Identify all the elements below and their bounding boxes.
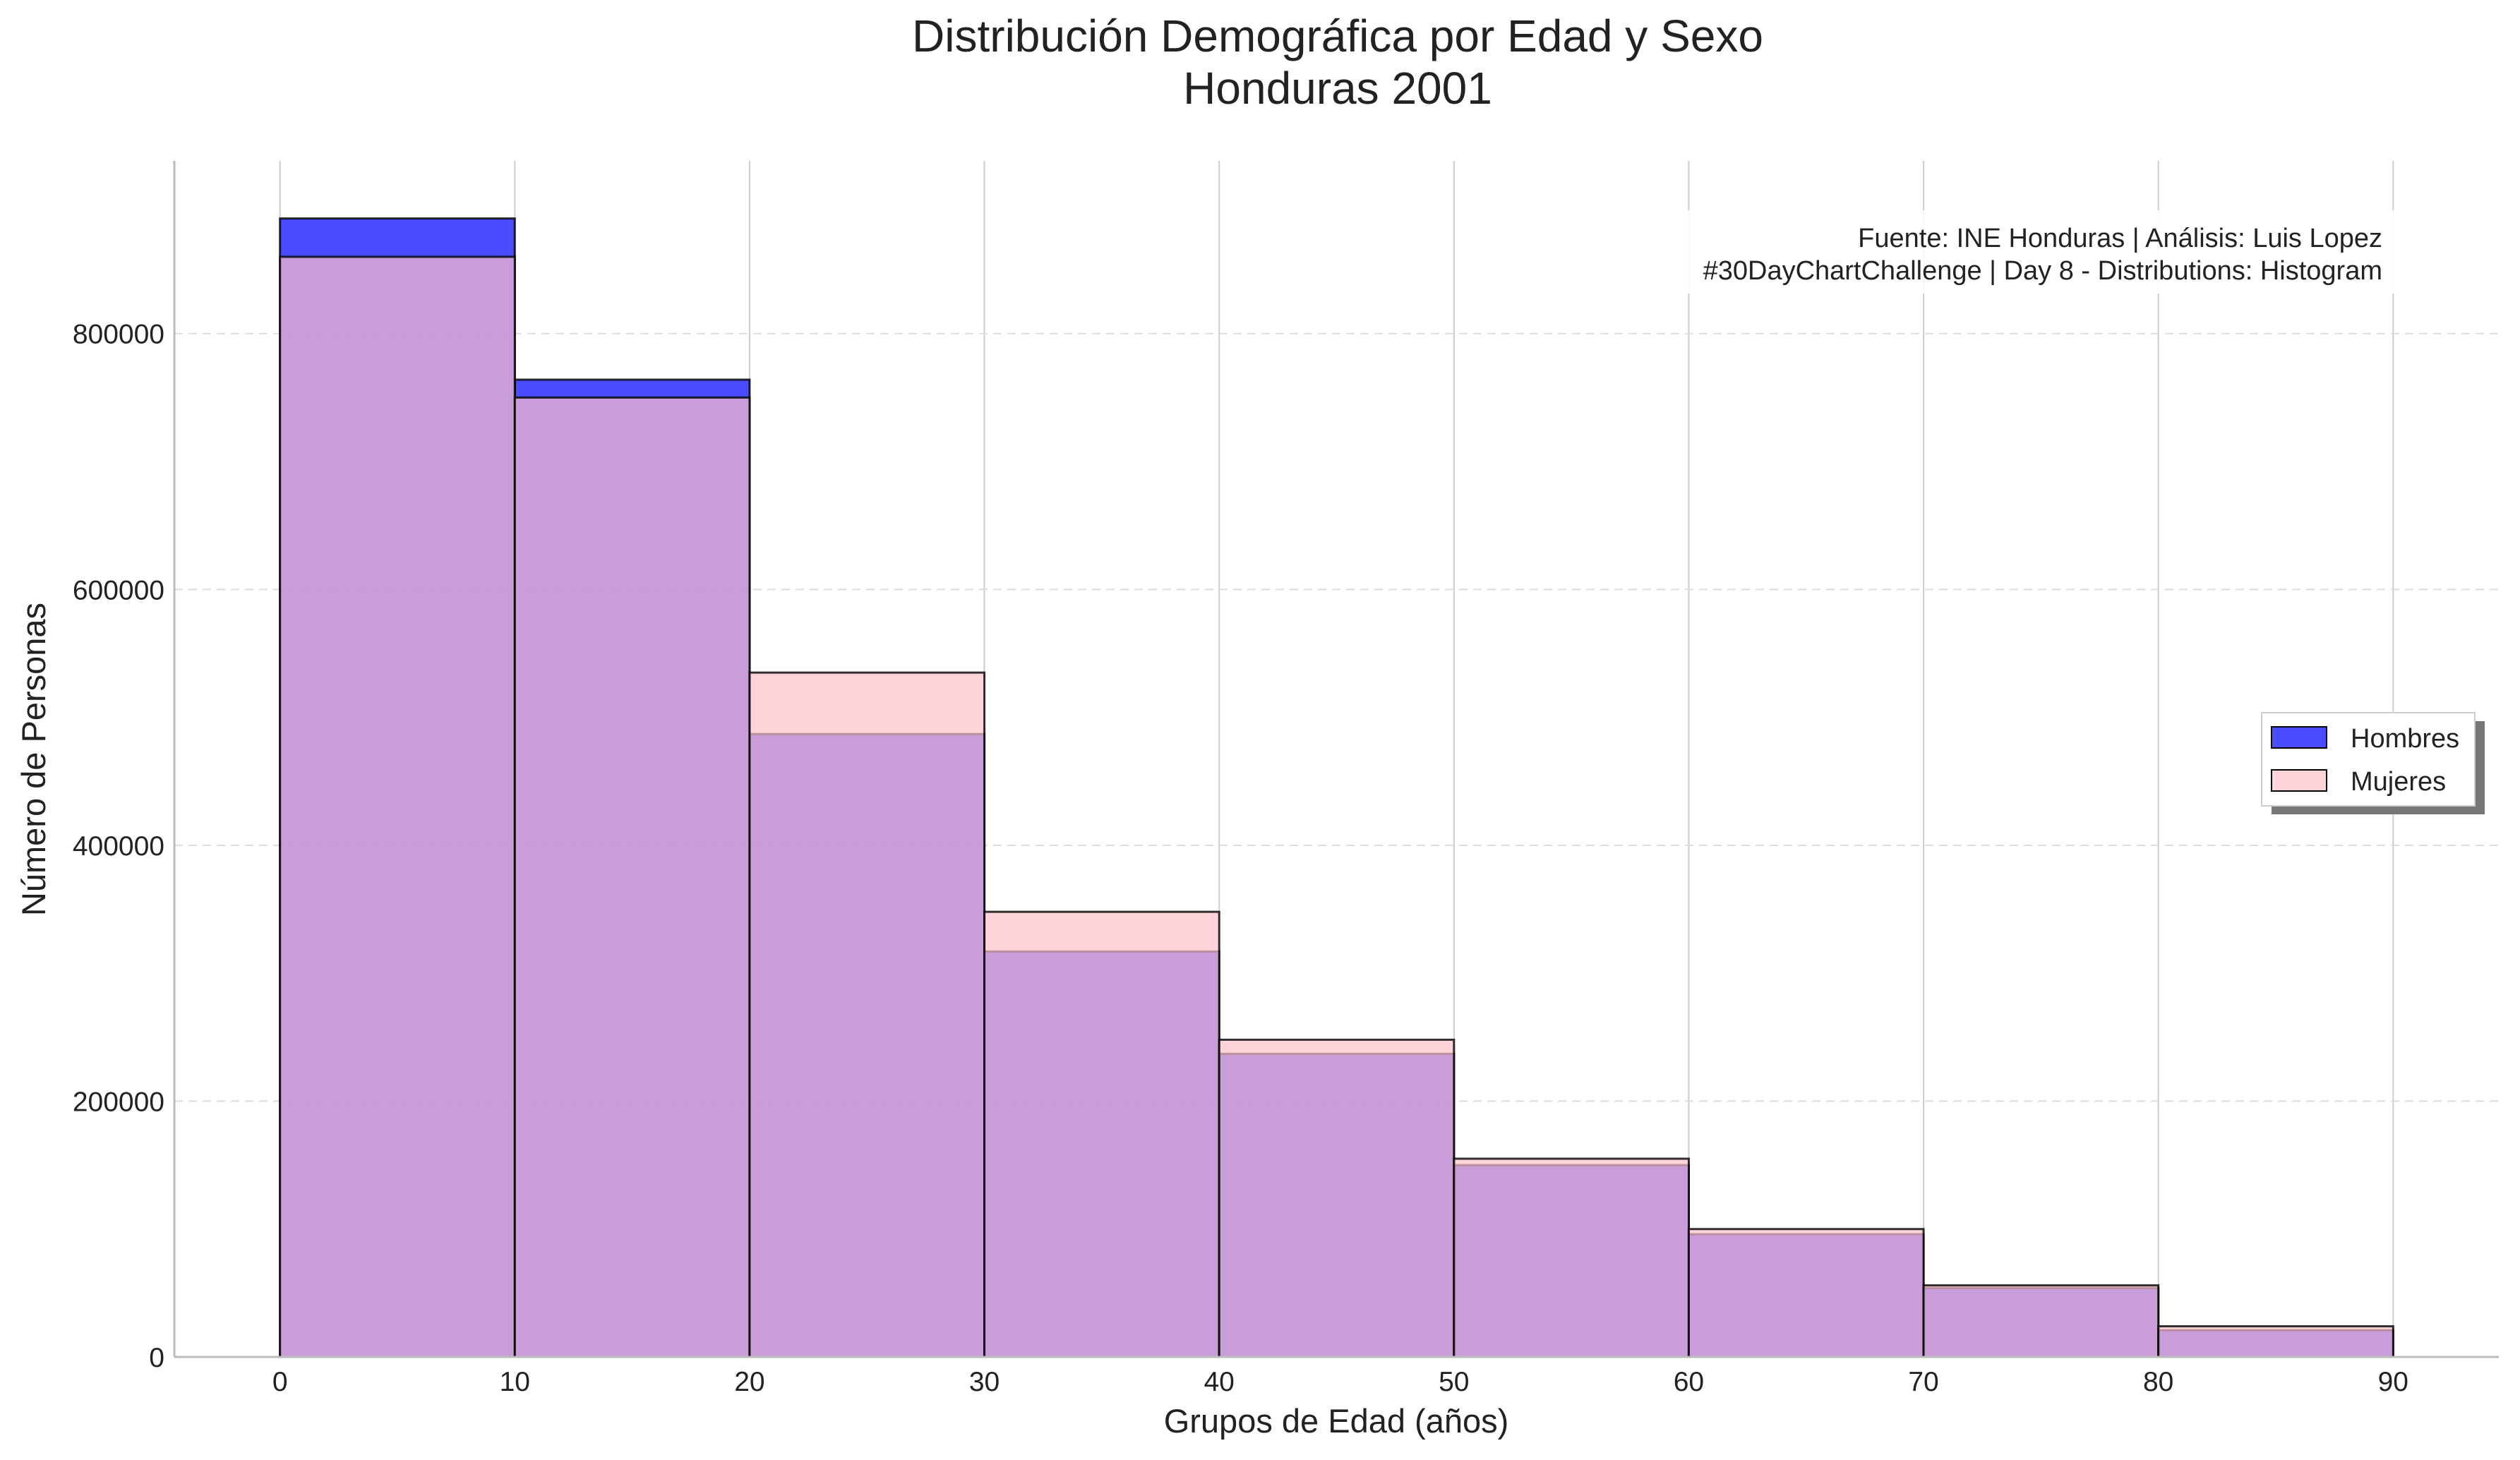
bar-mujeres [1922,1284,2160,1358]
x-tick-label: 30 [969,1367,1000,1397]
bar-mujeres [748,671,986,1358]
x-tick-label: 50 [1439,1367,1469,1397]
source-line-2: #30DayChartChallenge | Day 8 - Distribut… [1703,256,2382,286]
x-tick-label: 70 [1908,1367,1938,1397]
chart-subtitle: Honduras 2001 [1183,63,1492,114]
ticks-layer: 0 10 20 30 40 50 60 70 80 90 0 200000 400000 600000 80… [73,320,2408,1397]
legend-item-hombres: Hombres [2271,724,2459,754]
y-tick-label: 600000 [73,575,164,605]
bars-layer [279,217,2394,1358]
y-tick-label: 800000 [73,320,164,350]
bar-mujeres [983,910,1220,1358]
y-tick-label: 0 [149,1343,164,1373]
x-tick-label: 0 [272,1367,288,1397]
x-tick-label: 40 [1204,1367,1234,1397]
y-axis-label: Número de Personas [15,603,52,916]
x-tick-label: 10 [500,1367,530,1397]
bar-mujeres [1453,1157,1690,1358]
legend: Hombres Mujeres [2261,712,2485,814]
bar-mujeres [2157,1325,2394,1358]
x-tick-label: 90 [2378,1367,2408,1397]
source-line-1: Fuente: INE Honduras | Análisis: Luis Lo… [1858,224,2382,253]
bar-mujeres [513,396,751,1358]
legend-swatch-mujeres [2271,769,2327,792]
bar-mujeres [1687,1228,1925,1358]
bar-mujeres [1218,1038,1456,1358]
legend-swatch-hombres [2271,726,2327,749]
legend-item-mujeres: Mujeres [2271,767,2446,797]
source-annotation: Fuente: INE Honduras | Análisis: Luis Lo… [1628,210,2394,294]
x-axis-label: Grupos de Edad (años) [1164,1402,1509,1440]
legend-label-hombres: Hombres [2351,724,2459,754]
x-tick-label: 80 [2143,1367,2173,1397]
x-tick-label: 60 [1674,1367,1704,1397]
legend-label-mujeres: Mujeres [2351,767,2446,797]
x-tick-label: 20 [734,1367,764,1397]
axes-layer [173,161,2499,1358]
y-tick-label: 400000 [73,831,164,862]
source-annotation-box [1628,210,2394,294]
chart-title: Distribución Demográfica por Edad y Sexo [912,11,1763,61]
bar-mujeres [279,255,516,1358]
y-tick-label: 200000 [73,1087,164,1117]
